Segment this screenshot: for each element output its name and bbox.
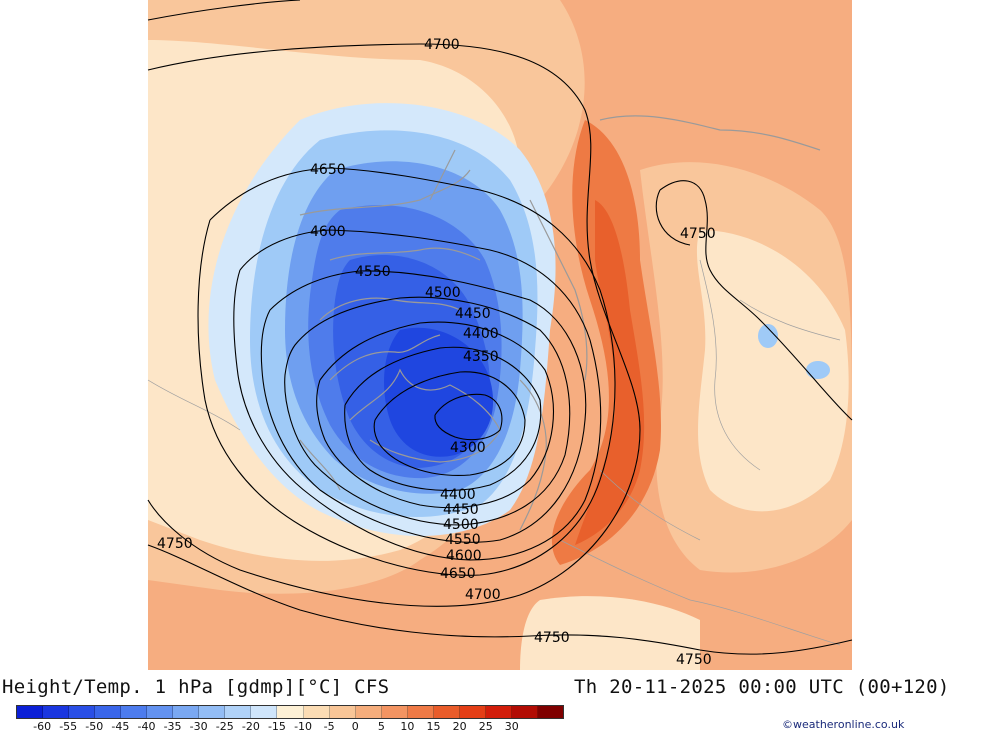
colorbar-tick-label: 30 [504, 720, 519, 733]
colorbar-swatch [433, 706, 460, 718]
colorbar-swatch [69, 706, 96, 718]
colorbar-tick-label: -55 [59, 720, 78, 733]
height-contours [147, 0, 853, 655]
colorbar-tick-label: 15 [426, 720, 441, 733]
contour-label: 4650 [310, 162, 346, 178]
colorbar-tick-label: -5 [323, 720, 335, 733]
contour-label: 4450 [455, 306, 491, 322]
contour-label: 4450 [443, 502, 479, 518]
colorbar-tick-label: -25 [215, 720, 234, 733]
valid-time: Th 20-11-2025 00:00 UTC (00+120) [574, 676, 950, 698]
colorbar-swatch [225, 706, 252, 718]
colorbar-swatch [459, 706, 486, 718]
colorbar-swatch [511, 706, 538, 718]
cold-patch [806, 361, 830, 379]
colorbar-swatch [277, 706, 304, 718]
colorbar-swatch [251, 706, 278, 718]
colorbar-swatch [121, 706, 148, 718]
colorbar-tick-label: 25 [478, 720, 493, 733]
colorbar-tick-label: -30 [189, 720, 208, 733]
contour-label: 4750 [534, 630, 570, 646]
colorbar-tick-label: -60 [33, 720, 52, 733]
colorbar-tick-label: -15 [267, 720, 286, 733]
contour-label: 4700 [424, 37, 460, 53]
contour-label: 4550 [355, 264, 391, 280]
colorbar-tick-labels: -60 -55 -50 -45 -40 -35 -30 -25 -20 -15 -10 -5 0 5 10 1… [16, 720, 564, 733]
credit-link[interactable]: ©weatheronline.co.uk [782, 718, 905, 731]
colorbar-tick-label: 0 [351, 720, 359, 733]
contour-label: 4400 [440, 487, 476, 503]
colorbar-tick-label: 5 [377, 720, 385, 733]
temperature-zone-cream-south [520, 596, 700, 670]
colorbar-tick-label: -40 [137, 720, 156, 733]
country-borders [147, 259, 841, 646]
contour-label: 4500 [443, 517, 479, 533]
colorbar-tick-label: -45 [111, 720, 130, 733]
contour-label: 4750 [676, 652, 712, 668]
colorbar-swatch [485, 706, 512, 718]
colorbar-swatch [407, 706, 434, 718]
contour-label: 4600 [310, 224, 346, 240]
hot-temperature-band [575, 200, 645, 545]
contour-label: 4300 [450, 440, 486, 456]
contour-labels: 4700 4650 4600 4550 4500 4450 4400 4350 … [157, 37, 716, 668]
colorbar-tick-label: -20 [241, 720, 260, 733]
contour-label: 4700 [465, 587, 501, 603]
contour-label: 4750 [680, 226, 716, 242]
colorbar-swatch [303, 706, 330, 718]
colorbar-swatch [329, 706, 356, 718]
colorbar-swatch [17, 706, 44, 718]
contour-label: 4650 [440, 566, 476, 582]
contour-label: 4750 [157, 536, 193, 552]
contour-label: 4500 [425, 285, 461, 301]
colorbar-tick-label: -10 [294, 720, 313, 733]
contour-label: 4350 [463, 349, 499, 365]
colorbar-tick-label: -50 [85, 720, 104, 733]
colorbar-swatch [173, 706, 200, 718]
colorbar-swatch [355, 706, 382, 718]
map-title: Height/Temp. 1 hPa [gdmp][°C] CFS [2, 676, 390, 698]
colorbar-tick-label: 20 [452, 720, 467, 733]
colorbar-tick-label: -35 [163, 720, 182, 733]
temperature-colorbar [16, 705, 564, 719]
contour-label: 4400 [463, 326, 499, 342]
cold-patch [758, 324, 778, 348]
colorbar-swatch [147, 706, 174, 718]
colorbar-swatch [95, 706, 122, 718]
contour-label: 4600 [446, 548, 482, 564]
coastlines [299, 115, 821, 531]
colorbar-swatch [381, 706, 408, 718]
contour-label: 4550 [445, 532, 481, 548]
height-temperature-map: 4700 4650 4600 4550 4500 4450 4400 4350 … [147, 0, 853, 670]
colorbar-swatch [43, 706, 70, 718]
colorbar-tick-label: 10 [400, 720, 415, 733]
colorbar-swatch [537, 706, 563, 718]
temperature-zone-cream-east [696, 230, 849, 512]
temperature-zone-core-blue [384, 327, 494, 457]
colorbar-swatch [199, 706, 226, 718]
